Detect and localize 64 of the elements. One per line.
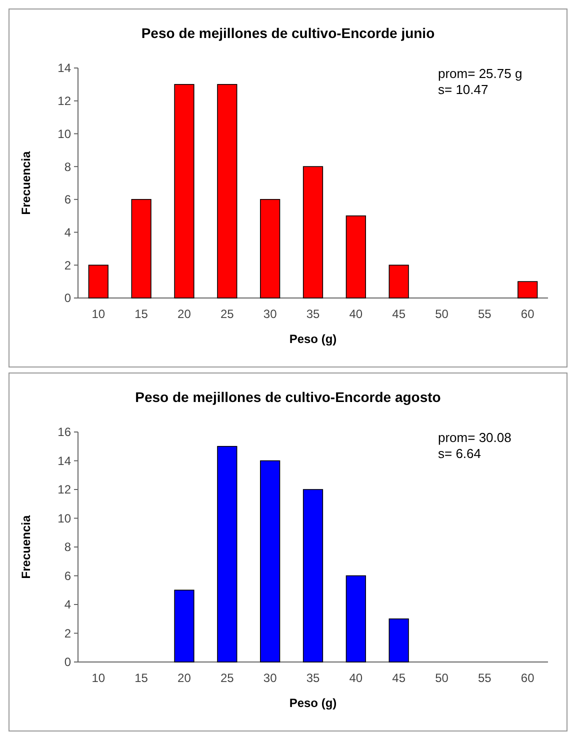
- bar: [260, 460, 280, 662]
- y-axis-title: Frecuencia: [19, 515, 33, 579]
- x-tick-label: 60: [520, 671, 535, 685]
- y-tick-label: 8: [64, 540, 72, 554]
- y-tick-label: 0: [64, 291, 72, 306]
- x-axis-title: Peso (g): [289, 332, 337, 346]
- x-tick-label: 45: [392, 671, 406, 685]
- annotation: s= 10.47: [438, 82, 488, 97]
- bar: [131, 199, 152, 298]
- chart-title: Peso de mejillones de cultivo-Encorde agosto: [135, 389, 441, 405]
- x-tick-label: 15: [134, 671, 148, 685]
- x-tick-label: 10: [92, 671, 106, 685]
- y-tick-label: 14: [58, 454, 72, 468]
- y-tick-label: 6: [64, 568, 72, 583]
- bar: [302, 166, 324, 298]
- x-tick-label: 20: [178, 307, 192, 321]
- annotation: prom= 30.08: [438, 430, 512, 445]
- y-tick-label: 6: [64, 192, 72, 207]
- x-tick-label: 30: [263, 307, 278, 321]
- x-tick-label: 60: [520, 307, 535, 321]
- bar: [174, 590, 194, 662]
- y-tick-label: 0: [64, 655, 72, 670]
- y-tick-label: 12: [58, 482, 72, 497]
- y-tick-label: 2: [64, 258, 72, 272]
- x-tick-label: 45: [392, 307, 406, 321]
- x-tick-label: 55: [478, 307, 492, 321]
- x-tick-label: 30: [263, 671, 278, 685]
- x-tick-label: 50: [435, 671, 449, 685]
- x-tick-label: 40: [349, 307, 363, 321]
- y-tick-label: 16: [58, 425, 72, 440]
- x-tick-label: 20: [178, 671, 192, 685]
- bar: [217, 446, 238, 662]
- x-tick-label: 10: [92, 307, 106, 321]
- bar: [346, 575, 366, 662]
- x-tick-label: 35: [306, 671, 320, 685]
- bar: [518, 281, 538, 298]
- x-tick-label: 25: [220, 671, 234, 685]
- y-tick-label: 2: [64, 626, 72, 640]
- bar: [302, 489, 324, 662]
- x-tick-label: 35: [306, 307, 320, 321]
- chart-title: Peso de mejillones de cultivo-Encorde junio: [141, 25, 435, 41]
- x-tick-label: 40: [349, 671, 363, 685]
- x-tick-label: 55: [478, 671, 492, 685]
- bar: [217, 84, 238, 298]
- y-tick-label: 14: [58, 61, 72, 76]
- y-tick-label: 12: [58, 94, 72, 108]
- bar: [388, 264, 409, 298]
- x-tick-label: 50: [435, 307, 449, 321]
- y-tick-label: 10: [58, 511, 72, 526]
- y-tick-label: 8: [64, 160, 72, 174]
- bar: [174, 84, 194, 298]
- bar: [88, 264, 108, 298]
- y-tick-label: 4: [64, 225, 72, 240]
- y-tick-label: 4: [64, 598, 72, 612]
- bar: [260, 199, 280, 298]
- bar: [346, 215, 366, 298]
- y-axis-title: Frecuencia: [19, 151, 33, 215]
- annotation: prom= 25.75 g: [438, 66, 522, 81]
- y-tick-label: 10: [58, 126, 72, 141]
- bar: [388, 618, 409, 662]
- annotation: s= 6.64: [438, 446, 482, 461]
- x-tick-label: 25: [220, 307, 234, 321]
- x-tick-label: 15: [134, 307, 148, 321]
- x-axis-title: Peso (g): [289, 696, 337, 710]
